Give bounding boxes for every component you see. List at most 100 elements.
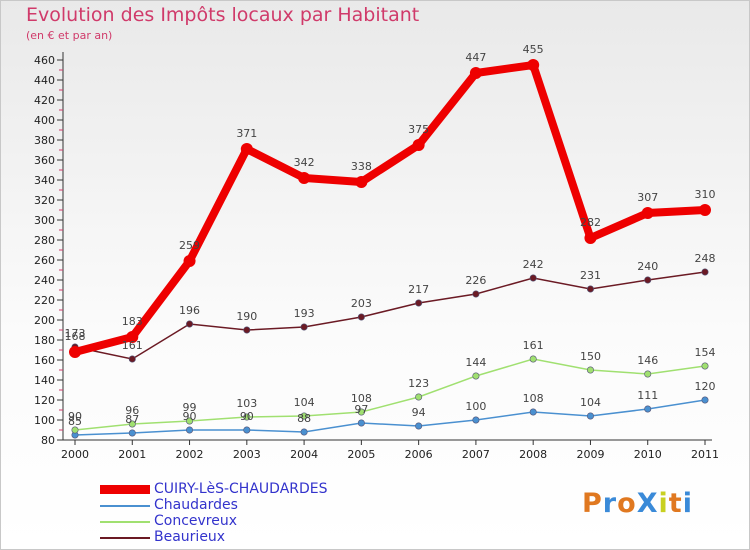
y-tick-label: 460 xyxy=(34,54,55,67)
y-tick-label: 260 xyxy=(34,254,55,267)
data-label: 108 xyxy=(351,392,372,405)
line-chart: 80 100 120 140 160 180 200 220 240 260 280 300 320 34… xyxy=(34,43,719,461)
data-label: 371 xyxy=(236,127,257,140)
data-point xyxy=(644,276,652,284)
legend-swatch-beaurieux xyxy=(100,537,150,539)
y-tick-label: 440 xyxy=(34,74,55,87)
data-point xyxy=(357,408,365,416)
series-line xyxy=(74,399,706,436)
data-point xyxy=(701,396,709,404)
chart-subtitle: (en € et par an) xyxy=(26,29,113,42)
data-point xyxy=(186,426,194,434)
data-label: 108 xyxy=(523,392,544,405)
y-tick-label: 80 xyxy=(41,434,55,447)
data-label: 173 xyxy=(65,327,86,340)
data-label: 226 xyxy=(465,274,486,287)
data-label: 144 xyxy=(465,356,486,369)
data-label: 447 xyxy=(465,51,486,64)
data-point xyxy=(243,326,251,334)
y-tick-label: 320 xyxy=(34,194,55,207)
data-label: 193 xyxy=(294,307,315,320)
data-point xyxy=(357,313,365,321)
y-tick-label: 420 xyxy=(34,94,55,107)
data-label: 196 xyxy=(179,304,200,317)
data-point xyxy=(529,274,537,282)
data-point xyxy=(243,426,251,434)
legend-item-beaurieux: Beaurieux xyxy=(100,529,400,546)
legend-label-concevreux: Concevreux xyxy=(154,513,238,529)
data-label: 248 xyxy=(695,252,716,265)
y-tick-label: 220 xyxy=(34,294,55,307)
data-point xyxy=(469,67,482,79)
data-label: 310 xyxy=(695,188,716,201)
data-label: 100 xyxy=(465,400,486,413)
data-point xyxy=(183,255,196,267)
data-label: 87 xyxy=(125,413,139,426)
data-point xyxy=(300,412,308,420)
y-tick-label: 280 xyxy=(34,234,55,247)
data-point xyxy=(186,320,194,328)
data-point xyxy=(584,232,597,244)
data-point xyxy=(415,393,423,401)
data-point xyxy=(527,59,540,71)
data-label: 242 xyxy=(523,258,544,271)
data-point xyxy=(128,355,136,363)
data-label: 96 xyxy=(125,404,139,417)
data-label: 90 xyxy=(68,410,82,423)
data-label: 161 xyxy=(523,339,544,352)
data-label: 97 xyxy=(354,403,368,416)
proxiti-logo: ProXiti xyxy=(582,488,693,519)
data-label: 90 xyxy=(240,410,254,423)
y-tick-label: 200 xyxy=(34,314,55,327)
series-3 xyxy=(71,268,709,363)
legend-swatch-concevreux xyxy=(100,521,150,523)
data-point xyxy=(71,426,79,434)
chart-legend: CUIRY-LèS-CHAUDARDES Chaudardes Concevre… xyxy=(100,481,400,546)
data-point xyxy=(472,416,480,424)
data-point xyxy=(472,290,480,298)
data-point xyxy=(357,419,365,427)
data-label: 88 xyxy=(297,412,311,425)
data-point xyxy=(298,172,311,184)
data-point xyxy=(415,299,423,307)
x-tick-label: 2000 xyxy=(61,448,89,461)
data-label: 104 xyxy=(294,396,315,409)
legend-label-cuiry: CUIRY-LèS-CHAUDARDES xyxy=(154,481,328,497)
legend-swatch-cuiry xyxy=(100,485,150,494)
data-point xyxy=(529,408,537,416)
data-point xyxy=(415,422,423,430)
data-label: 307 xyxy=(637,191,658,204)
data-point xyxy=(69,346,81,358)
data-label: 150 xyxy=(580,350,601,363)
data-label: 455 xyxy=(523,43,544,56)
data-point xyxy=(412,139,425,151)
data-point xyxy=(641,207,654,219)
data-label: 183 xyxy=(122,315,143,328)
series-1 xyxy=(71,396,709,439)
x-tick-label: 2008 xyxy=(519,448,547,461)
data-point xyxy=(586,412,594,420)
data-point xyxy=(300,428,308,436)
legend-swatch-chaudardes xyxy=(100,505,150,507)
data-label: 203 xyxy=(351,297,372,310)
data-point xyxy=(128,420,136,428)
legend-item-cuiry: CUIRY-LèS-CHAUDARDES xyxy=(100,481,400,498)
data-label: 342 xyxy=(294,156,315,169)
y-tick-label: 160 xyxy=(34,354,55,367)
y-tick-label: 100 xyxy=(34,414,55,427)
data-label: 146 xyxy=(637,354,658,367)
data-point xyxy=(186,417,194,425)
y-tick-label: 180 xyxy=(34,334,55,347)
data-label: 85 xyxy=(68,415,82,428)
legend-item-concevreux: Concevreux xyxy=(100,513,400,530)
data-label: 217 xyxy=(408,283,429,296)
data-label: 120 xyxy=(695,380,716,393)
data-label: 240 xyxy=(637,260,658,273)
y-tick-label: 300 xyxy=(34,214,55,227)
data-label: 338 xyxy=(351,160,372,173)
data-label: 104 xyxy=(580,396,601,409)
data-label: 231 xyxy=(580,269,601,282)
x-tick-label: 2005 xyxy=(347,448,375,461)
data-label: 375 xyxy=(408,123,429,136)
